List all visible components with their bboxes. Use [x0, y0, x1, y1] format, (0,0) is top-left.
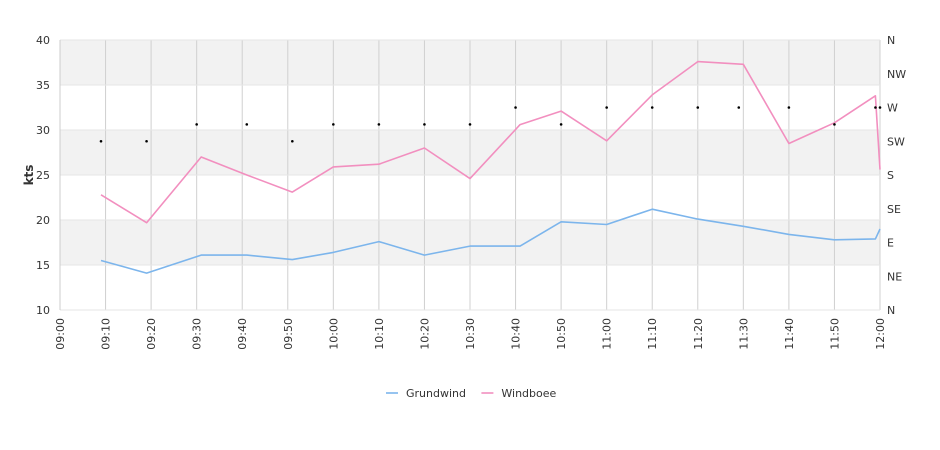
y-axis-ticks: 10 15 20 25 30 35 40: [36, 34, 50, 317]
legend-label: Windboee: [501, 387, 556, 400]
wind-direction-point: [195, 123, 198, 126]
y2-tick-label: N: [887, 304, 895, 317]
plot-frame: [59, 39, 880, 311]
x-tick-label: 10:40: [510, 318, 523, 350]
wind-direction-point: [833, 123, 836, 126]
y2-tick-label: E: [887, 237, 894, 250]
wind-direction-point: [145, 139, 148, 143]
y-tick-label: 40: [36, 34, 50, 47]
x-tick-label: 10:00: [327, 318, 340, 350]
wind-direction-point: [514, 106, 517, 109]
y-axis-title: kts: [22, 165, 36, 186]
x-tick-label: 10:30: [464, 318, 477, 350]
y-tick-label: 35: [36, 79, 50, 92]
x-tick-label: 11:50: [828, 318, 841, 350]
wind-direction-point: [737, 106, 741, 109]
wind-direction-point: [559, 123, 563, 126]
y2-tick-label: S: [887, 169, 894, 182]
x-tick-label: 09:20: [145, 318, 158, 350]
wind-direction-point: [696, 106, 700, 109]
x-tick-label: 12:00: [874, 318, 887, 350]
x-tick-label: 11:30: [737, 318, 750, 350]
series-lines: [100, 60, 881, 274]
x-tick-label: 10:10: [373, 318, 386, 350]
wind-direction-point: [291, 139, 294, 143]
legend-item-windboee[interactable]: Windboee: [481, 387, 557, 400]
wind-direction-point: [332, 123, 335, 126]
wind-direction-point: [245, 123, 249, 126]
wind-direction-point: [377, 123, 381, 126]
x-tick-label: 09:30: [191, 318, 204, 350]
x-axis-ticks: 09:00 09:10 09:20 09:30 09:40 09:50 10:00 10:10…: [54, 318, 887, 350]
series-line-windboee: [100, 60, 881, 224]
legend: Grundwind Windboee: [386, 387, 557, 400]
x-tick-label: 09:00: [54, 318, 67, 350]
wind-direction-point: [878, 106, 882, 109]
x-tick-label: 11:10: [646, 318, 659, 350]
y2-axis-ticks: N NE E SE S SW W NW N: [887, 34, 906, 317]
legend-label: Grundwind: [406, 387, 466, 400]
x-tick-label: 09:10: [100, 318, 113, 350]
wind-direction-point: [468, 123, 472, 126]
x-tick-label: 09:40: [236, 318, 249, 350]
y-tick-label: 15: [36, 259, 50, 272]
wind-direction-point: [874, 106, 877, 109]
x-tick-label: 11:20: [692, 318, 705, 350]
y-tick-label: 10: [36, 304, 50, 317]
wind-direction-point: [787, 106, 791, 109]
x-tick-label: 10:20: [418, 318, 431, 350]
wind-direction-point: [650, 106, 654, 109]
legend-item-grundwind[interactable]: Grundwind: [386, 387, 466, 400]
x-tick-label: 11:40: [783, 318, 796, 350]
y-tick-label: 25: [36, 169, 50, 182]
y-tick-label: 20: [36, 214, 50, 227]
x-tick-label: 10:50: [555, 318, 568, 350]
wind-direction-point: [99, 139, 103, 143]
y2-tick-label: N: [887, 34, 895, 47]
wind-direction-point: [605, 106, 608, 109]
series-line-grundwind: [100, 208, 881, 274]
wind-direction-markers: [99, 106, 882, 143]
x-tick-label: 09:50: [282, 318, 295, 350]
y2-tick-label: NE: [887, 270, 902, 283]
x-tick-label: 11:00: [601, 318, 614, 350]
y2-tick-label: NW: [887, 68, 906, 81]
y2-tick-label: SW: [887, 135, 905, 148]
y2-tick-label: W: [887, 102, 898, 115]
y2-tick-label: SE: [887, 203, 901, 216]
y-tick-label: 30: [36, 124, 50, 137]
wind-direction-point: [423, 123, 426, 126]
